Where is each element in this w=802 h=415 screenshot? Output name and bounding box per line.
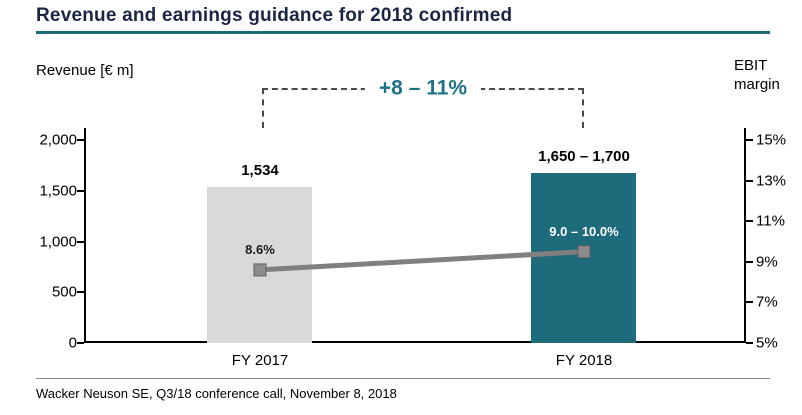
right-tick-mark — [746, 179, 753, 182]
right-axis-title-line2: margin — [734, 76, 780, 93]
growth-bracket-drop-left — [262, 88, 264, 128]
growth-bracket-drop-right — [582, 88, 584, 128]
left-tick-mark — [77, 240, 84, 243]
left-tick-label: 1,000 — [39, 233, 77, 250]
growth-bracket: +8 – 11% — [262, 76, 584, 128]
ebit-line — [259, 249, 585, 273]
left-tick-mark — [77, 139, 84, 141]
right-axis-title-line1: EBIT — [734, 57, 768, 74]
category-label-fy2018: FY 2018 — [555, 352, 613, 369]
right-tick-mark — [746, 342, 753, 344]
right-axis-line — [744, 128, 746, 343]
right-tick-mark — [746, 260, 753, 263]
left-tick-mark — [77, 342, 84, 344]
x-axis-line — [84, 341, 746, 343]
right-tick-label: 11% — [756, 212, 785, 230]
right-tick-label: 7% — [756, 293, 778, 311]
right-axis-title: EBIT margin — [734, 56, 780, 94]
left-tick-label: 500 — [51, 283, 77, 301]
left-tick-label: 1,500 — [39, 182, 77, 200]
title-divider — [36, 31, 770, 34]
right-tick-mark — [746, 139, 753, 141]
ebit-marker-fy2017 — [253, 263, 267, 277]
chart-area: 2,000 1,500 1,000 500 0 15% 13% 11% 9% 7… — [39, 132, 786, 370]
page-title: Revenue and earnings guidance for 2018 c… — [36, 5, 513, 26]
ebit-label-fy2018: 9.0 – 10.0% — [549, 223, 619, 239]
left-tick-label: 0 — [68, 334, 77, 352]
ebit-margin-line-chart — [253, 245, 591, 277]
left-tick-label: 2,000 — [39, 131, 77, 149]
right-tick-label: 9% — [756, 253, 778, 271]
footer-divider — [36, 378, 770, 379]
right-tick-mark — [746, 220, 753, 223]
category-label-fy2017: FY 2017 — [231, 352, 289, 369]
ebit-label-fy2017: 8.6% — [245, 241, 275, 257]
left-axis-title: Revenue [€ m] — [36, 62, 134, 79]
right-tick-label: 13% — [756, 172, 787, 190]
left-tick-mark — [77, 189, 84, 192]
left-axis-line — [84, 128, 86, 343]
right-tick-label: 15% — [756, 131, 787, 149]
growth-annotation: +8 – 11% — [364, 76, 482, 101]
footer-source-text: Wacker Neuson SE, Q3/18 conference call,… — [36, 386, 397, 401]
bar-value-label-fy2017: 1,534 — [241, 162, 279, 180]
right-tick-label: 5% — [756, 334, 778, 352]
left-tick-mark — [77, 291, 84, 294]
right-tick-mark — [746, 301, 753, 304]
ebit-marker-fy2018 — [577, 245, 591, 259]
bar-value-label-fy2018: 1,650 – 1,700 — [538, 148, 630, 165]
